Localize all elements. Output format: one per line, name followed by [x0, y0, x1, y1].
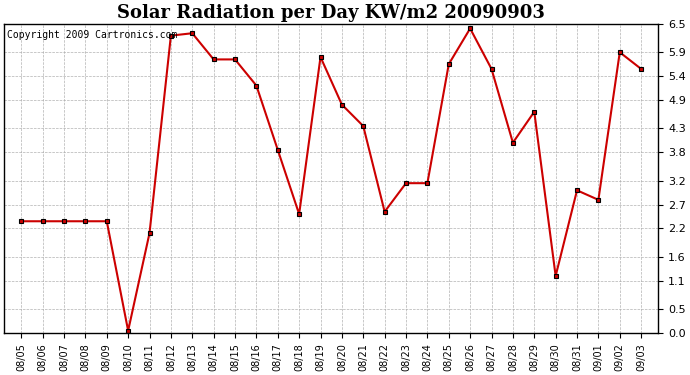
Text: Copyright 2009 Cartronics.com: Copyright 2009 Cartronics.com: [8, 30, 178, 40]
Title: Solar Radiation per Day KW/m2 20090903: Solar Radiation per Day KW/m2 20090903: [117, 4, 545, 22]
